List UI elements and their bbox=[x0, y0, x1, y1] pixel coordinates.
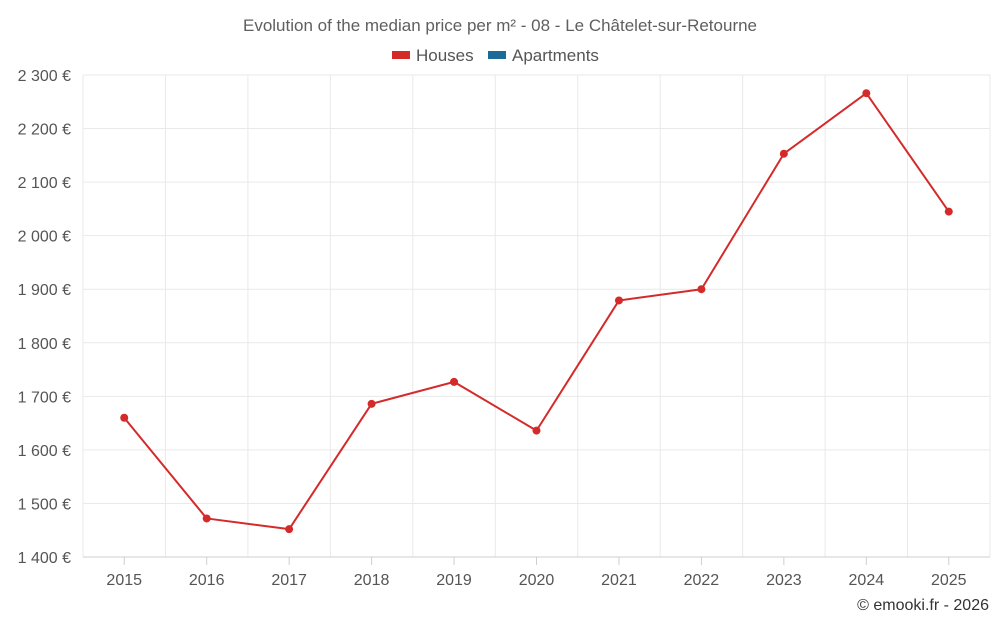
y-tick-label: 1 900 € bbox=[18, 282, 71, 299]
x-tick-label: 2019 bbox=[436, 572, 472, 589]
data-point-houses-2016[interactable] bbox=[202, 514, 211, 523]
data-point-houses-2019[interactable] bbox=[450, 377, 459, 386]
y-tick-label: 2 300 € bbox=[18, 68, 71, 85]
data-point-houses-2024[interactable] bbox=[862, 89, 871, 98]
y-tick-label: 2 100 € bbox=[18, 175, 71, 192]
x-axis: 2015 2016 2017 2018 2019 2020 2021 2022 2023 2024… bbox=[83, 556, 990, 589]
chart-title: Evolution of the median price per m² - 0… bbox=[243, 16, 757, 35]
x-tick-label: 2025 bbox=[931, 572, 967, 589]
data-point-houses-2022[interactable] bbox=[697, 285, 706, 294]
data-point-houses-2023[interactable] bbox=[779, 149, 788, 158]
x-tick-label: 2017 bbox=[271, 572, 307, 589]
legend-label-houses[interactable]: Houses bbox=[416, 46, 474, 65]
x-tick-label: 2021 bbox=[601, 572, 637, 589]
data-point-houses-2025[interactable] bbox=[944, 207, 953, 216]
x-tick-label: 2018 bbox=[354, 572, 390, 589]
data-point-houses-2021[interactable] bbox=[614, 296, 623, 305]
legend-label-apartments[interactable]: Apartments bbox=[512, 46, 599, 65]
legend-swatch-houses[interactable] bbox=[392, 51, 410, 59]
series-houses bbox=[120, 89, 953, 534]
legend-swatch-apartments[interactable] bbox=[488, 51, 506, 59]
data-point-houses-2020[interactable] bbox=[532, 426, 541, 435]
data-point-houses-2017[interactable] bbox=[285, 525, 294, 534]
data-point-houses-2018[interactable] bbox=[367, 399, 376, 408]
y-tick-label: 1 800 € bbox=[18, 336, 71, 353]
x-tick-label: 2015 bbox=[106, 572, 142, 589]
y-tick-label: 1 600 € bbox=[18, 443, 71, 460]
y-axis: 1 400 € 1 500 € 1 600 € 1 700 € 1 800 € 1 900… bbox=[18, 68, 71, 567]
y-tick-label: 1 500 € bbox=[18, 496, 71, 513]
y-tick-label: 1 400 € bbox=[18, 550, 71, 567]
grid bbox=[82, 74, 991, 558]
y-tick-label: 2 000 € bbox=[18, 229, 71, 246]
x-tick-label: 2016 bbox=[189, 572, 225, 589]
legend[interactable]: Houses Apartments bbox=[392, 46, 599, 65]
x-tick-label: 2022 bbox=[684, 572, 720, 589]
x-tick-label: 2020 bbox=[519, 572, 555, 589]
y-tick-label: 1 700 € bbox=[18, 389, 71, 406]
credit-text: © emooki.fr - 2026 bbox=[857, 597, 989, 614]
x-tick-label: 2023 bbox=[766, 572, 802, 589]
y-tick-label: 2 200 € bbox=[18, 122, 71, 139]
x-tick-label: 2024 bbox=[849, 572, 885, 589]
data-point-houses-2015[interactable] bbox=[120, 413, 129, 422]
